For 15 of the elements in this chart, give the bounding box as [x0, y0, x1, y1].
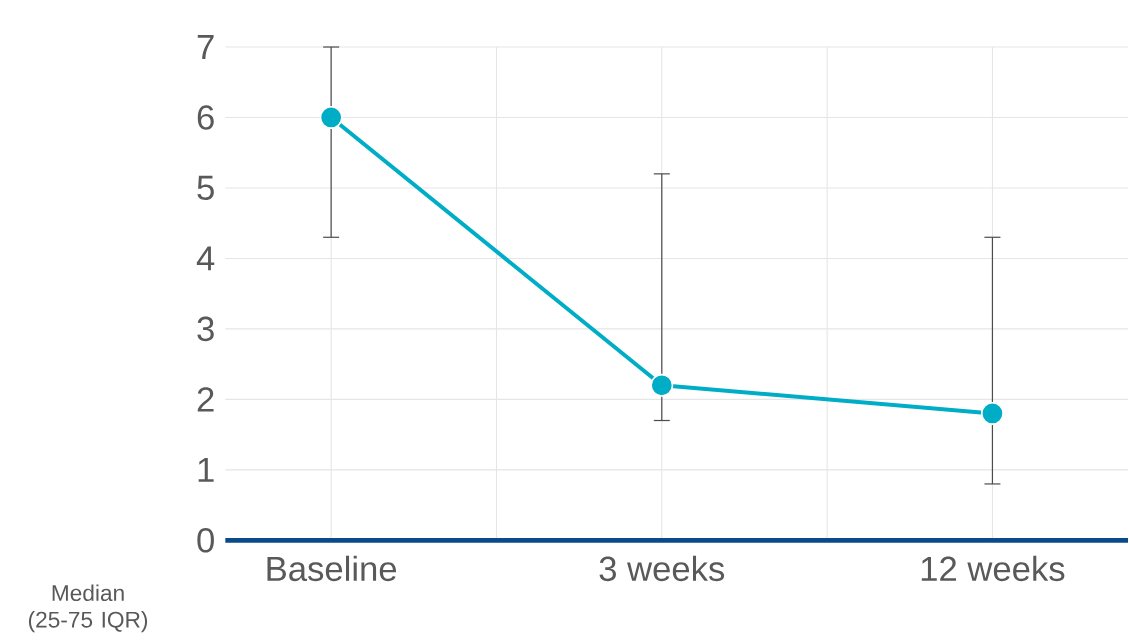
- y-tick-label: 0: [197, 528, 214, 553]
- y-tick-label: 5: [197, 175, 214, 201]
- point: [980, 402, 1004, 425]
- x-tick-label: 12 weeks: [921, 555, 1065, 582]
- x-tick-label: Baseline: [267, 555, 397, 582]
- y-tick-label: 1: [198, 457, 214, 482]
- point: [650, 373, 674, 397]
- y-tick-label: 7: [197, 35, 214, 59]
- y-axis-title: Median (25-75 IQR): [28, 584, 148, 633]
- y-tick-label: 3: [197, 316, 214, 342]
- y-tick-label: 6: [197, 105, 214, 130]
- y-tick-label: 2: [197, 387, 214, 412]
- y-tick-label: 4: [196, 246, 215, 271]
- x-tick-label: 3 weeks: [599, 555, 725, 582]
- point: [319, 106, 343, 129]
